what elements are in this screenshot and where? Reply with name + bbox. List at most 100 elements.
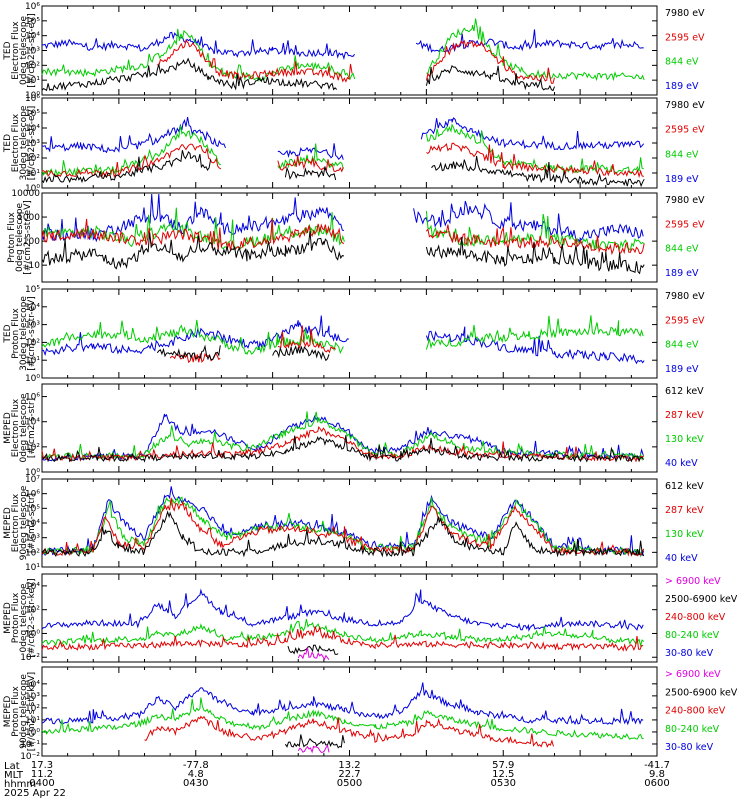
x-label-lat: Lat — [4, 761, 20, 772]
y-tick-label: 10⁰ — [25, 468, 40, 478]
legend-entry: 130 keV — [665, 434, 704, 445]
legend-entry: > 6900 keV — [665, 669, 721, 680]
y-axis-label: [#/cm2-s-str-keV] — [27, 672, 37, 751]
y-axis-label: [#/cm2-s-str] — [27, 493, 37, 553]
y-axis-label: 0deg telescope — [19, 393, 29, 463]
legend-entry: 189 eV — [665, 268, 699, 279]
series-line — [41, 57, 555, 92]
y-tick-label: 10² — [25, 606, 40, 616]
legend-entry: 844 eV — [665, 57, 699, 68]
series-line — [41, 697, 644, 740]
series-line — [41, 682, 644, 726]
legend-entry: 30-80 keV — [665, 648, 714, 659]
y-tick-label: 10³ — [25, 534, 40, 544]
y-tick-label: 10⁶ — [25, 94, 40, 104]
y-tick-label: 10² — [25, 338, 40, 348]
legend-entry: 2595 eV — [665, 125, 705, 136]
series-line — [41, 315, 644, 355]
x-tick-mlt: 4.8 — [188, 769, 204, 780]
y-axis-label: Proton Flux — [11, 592, 21, 643]
series-line — [41, 411, 645, 461]
series-line — [41, 150, 645, 188]
series-line — [41, 588, 644, 632]
y-axis-label: 0deg telescope — [15, 203, 25, 273]
y-tick-label: 10⁰ — [25, 629, 40, 639]
series-line — [41, 496, 644, 558]
legend-entry: 612 keV — [665, 386, 704, 397]
x-tick-hhmm: 0600 — [644, 778, 669, 789]
x-tick-hhmm: 0500 — [337, 778, 362, 789]
y-tick-label: 10¹ — [25, 169, 40, 179]
series-line — [41, 117, 645, 160]
series-line — [41, 625, 644, 652]
y-tick-label: 10¹ — [25, 716, 40, 726]
series-line — [144, 715, 554, 748]
y-tick-label: 10² — [25, 61, 40, 71]
y-tick-label: 10⁴ — [25, 519, 40, 529]
y-tick-label: 10⁴ — [25, 124, 40, 134]
legend-entry: 7980 eV — [665, 195, 705, 206]
y-axis-label: [#/cm2-s-str-eV] — [27, 13, 37, 88]
y-tick-label: 10⁷ — [25, 475, 40, 485]
y-tick-label: 10⁴ — [25, 418, 40, 428]
x-tick-mlt: 22.7 — [338, 769, 360, 780]
y-tick-label: 10² — [25, 443, 40, 453]
x-tick-lat: -77.8 — [183, 760, 209, 771]
series-line — [297, 647, 330, 661]
series-line — [41, 315, 645, 365]
legend-entry: 2500-6900 keV — [665, 687, 738, 698]
series-line — [41, 425, 644, 463]
legend-entry: 844 eV — [665, 340, 699, 351]
y-axis-label: MEPED — [3, 507, 13, 539]
y-tick-label: 10⁶ — [25, 393, 40, 403]
x-tick-hhmm: 0530 — [491, 778, 516, 789]
y-tick-label: 10² — [25, 154, 40, 164]
legend-entry: 7980 eV — [665, 8, 705, 19]
y-axis-label: [#/cm2-s-str-eV] — [27, 106, 37, 181]
series-line — [41, 435, 645, 463]
series-line — [41, 618, 645, 648]
x-tick-mlt: 12.5 — [492, 769, 514, 780]
y-tick-label: 10¹ — [25, 76, 40, 86]
x-tick-lat: 57.9 — [492, 760, 514, 771]
panel-frame — [41, 5, 658, 96]
legend-entry: 40 keV — [665, 553, 698, 564]
y-axis-label: MEPED — [3, 696, 13, 728]
x-label-date: 2025 Apr 22 — [4, 788, 66, 799]
y-axis-label: Electron Flux — [11, 113, 21, 172]
y-tick-label: 10¹ — [25, 563, 40, 573]
x-tick-lat: 13.2 — [338, 760, 360, 771]
y-tick-label: 10 — [29, 261, 41, 271]
y-axis-label: Electron Flux — [11, 21, 21, 80]
series-line — [41, 510, 645, 558]
y-axis-label: [#/cm2-s-str-eV] — [27, 296, 37, 371]
legend-entry: 2500-6900 keV — [665, 594, 738, 605]
y-axis-label: Electron Flux — [11, 493, 21, 552]
y-tick-label: 10000 — [11, 189, 40, 199]
y-axis-label: Proton Flux — [11, 308, 21, 359]
y-axis-label: TED — [3, 324, 13, 343]
series-line — [156, 344, 330, 362]
y-tick-label: 10⁶ — [25, 490, 40, 500]
y-axis-label: 30deg telescope — [19, 296, 29, 371]
x-tick-mlt: 9.8 — [649, 769, 665, 780]
y-tick-label: 10⁻² — [20, 752, 40, 762]
x-tick-mlt: 11.2 — [31, 769, 53, 780]
y-axis-label: Electron Flux — [11, 398, 21, 457]
series-line — [41, 497, 645, 557]
y-tick-label: 10⁴ — [25, 582, 40, 592]
legend-entry: 2595 eV — [665, 32, 705, 43]
y-tick-label: 10² — [25, 704, 40, 714]
y-tick-label: 100 — [23, 237, 40, 247]
legend-entry: 30-80 keV — [665, 742, 714, 753]
legend-entry: 7980 eV — [665, 100, 705, 111]
legend-entry: 80-240 keV — [665, 630, 720, 641]
y-axis-label: [#/cm2-s-str-eV] — [23, 200, 33, 275]
legend-entry: 130 keV — [665, 529, 704, 540]
y-axis-label: MEPED — [3, 412, 13, 444]
